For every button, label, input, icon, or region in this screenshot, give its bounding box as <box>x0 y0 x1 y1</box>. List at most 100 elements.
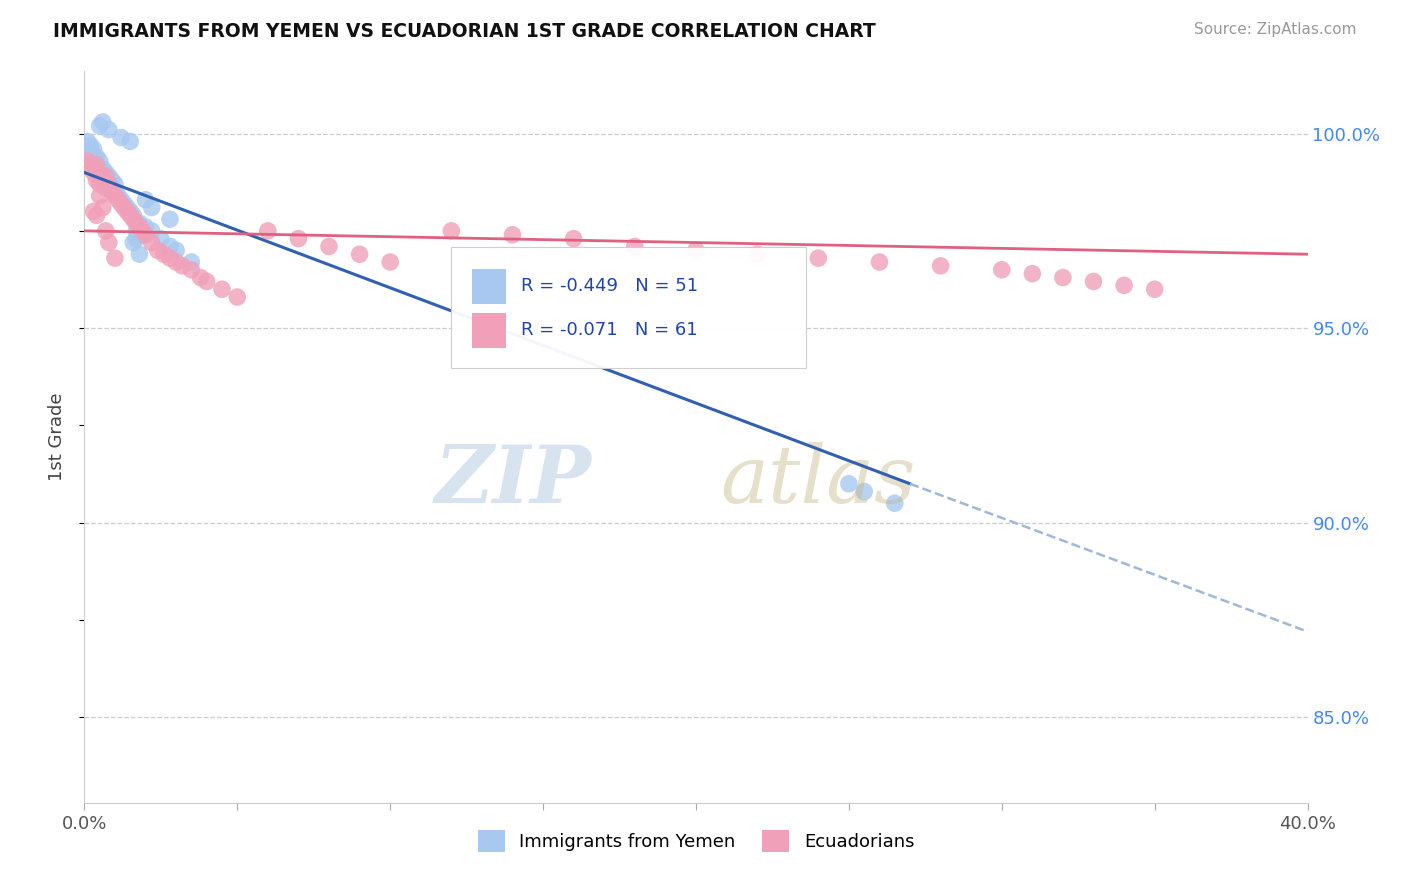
Point <box>110 196 132 211</box>
Point <box>172 259 194 273</box>
FancyBboxPatch shape <box>451 247 806 368</box>
Point <box>883 496 905 510</box>
Point <box>86 158 108 172</box>
Point <box>76 135 98 149</box>
Point <box>1021 267 1043 281</box>
Point <box>91 161 114 176</box>
Point <box>211 282 233 296</box>
Point <box>122 208 145 222</box>
Point <box>135 227 157 242</box>
Text: ZIP: ZIP <box>434 442 592 520</box>
Point <box>149 232 172 246</box>
Point <box>110 130 132 145</box>
Point <box>195 275 218 289</box>
Point <box>1143 282 1166 296</box>
Point <box>1052 270 1074 285</box>
Point <box>146 244 169 258</box>
Point <box>107 189 129 203</box>
Text: R = -0.071   N = 61: R = -0.071 N = 61 <box>522 321 697 339</box>
Point <box>101 185 124 199</box>
Point <box>807 251 830 265</box>
Point <box>79 158 101 172</box>
Point <box>153 247 176 261</box>
Point <box>226 290 249 304</box>
Point <box>318 239 340 253</box>
Point <box>83 204 105 219</box>
Point <box>91 173 114 187</box>
Point <box>122 235 145 250</box>
Point <box>141 224 163 238</box>
Point <box>120 208 142 222</box>
Point <box>104 177 127 191</box>
Point <box>120 204 142 219</box>
Point <box>101 173 124 187</box>
Point <box>83 142 105 156</box>
Point <box>86 208 108 222</box>
Point <box>83 165 105 179</box>
Point <box>89 161 111 176</box>
Point <box>287 232 309 246</box>
Point <box>122 212 145 227</box>
Point <box>135 193 157 207</box>
Point <box>97 177 120 191</box>
Point <box>94 165 117 179</box>
Point <box>165 255 187 269</box>
Point <box>89 119 111 133</box>
Point <box>141 201 163 215</box>
Point <box>165 244 187 258</box>
Point <box>76 153 98 168</box>
Point <box>180 262 202 277</box>
Point <box>110 193 132 207</box>
Point <box>104 251 127 265</box>
Point <box>380 255 402 269</box>
Bar <box>472 268 506 304</box>
Point <box>83 161 105 176</box>
Point <box>101 181 124 195</box>
Point <box>440 224 463 238</box>
Point <box>135 219 157 234</box>
Point <box>128 247 150 261</box>
Point <box>747 247 769 261</box>
Point <box>89 165 111 179</box>
Text: IMMIGRANTS FROM YEMEN VS ECUADORIAN 1ST GRADE CORRELATION CHART: IMMIGRANTS FROM YEMEN VS ECUADORIAN 1ST … <box>53 22 876 41</box>
Point <box>79 138 101 153</box>
Point <box>190 270 212 285</box>
Point <box>562 232 585 246</box>
Point <box>115 201 138 215</box>
Point <box>86 161 108 176</box>
Point <box>120 135 142 149</box>
Point <box>125 216 148 230</box>
Point <box>125 224 148 238</box>
Point <box>104 185 127 199</box>
Point <box>180 255 202 269</box>
Point <box>929 259 952 273</box>
Point <box>1114 278 1136 293</box>
Point <box>97 235 120 250</box>
Point <box>141 235 163 250</box>
Point <box>107 193 129 207</box>
Point <box>91 115 114 129</box>
Point <box>97 169 120 184</box>
Point <box>131 224 153 238</box>
Point <box>83 150 105 164</box>
Point <box>991 262 1014 277</box>
Point <box>91 169 114 184</box>
Point <box>349 247 371 261</box>
Point <box>115 204 138 219</box>
Bar <box>472 313 506 348</box>
Point <box>83 153 105 168</box>
Point <box>112 196 135 211</box>
Point <box>128 219 150 234</box>
Point <box>257 224 280 238</box>
Point <box>86 150 108 164</box>
Point <box>86 173 108 187</box>
Point <box>685 244 707 258</box>
Point <box>97 122 120 136</box>
Point <box>91 201 114 215</box>
Point <box>94 224 117 238</box>
Point <box>89 177 111 191</box>
Point <box>79 146 101 161</box>
Point <box>624 239 647 253</box>
Point <box>159 212 181 227</box>
Point <box>1083 275 1105 289</box>
